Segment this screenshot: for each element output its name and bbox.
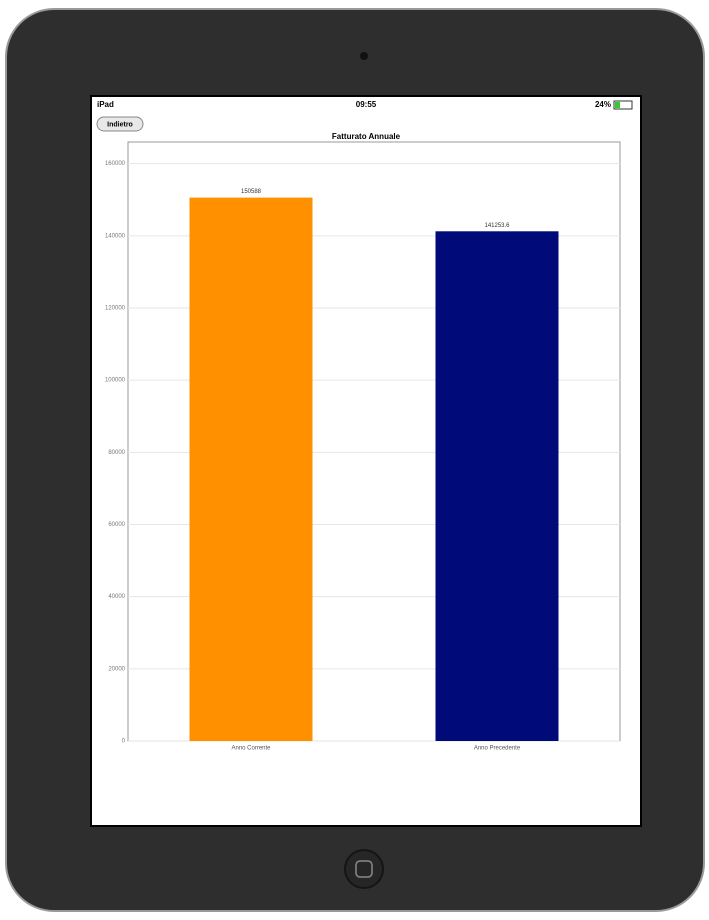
y-tick-label: 100000 — [105, 378, 126, 384]
chart-title: Fatturato Annuale — [332, 132, 401, 141]
y-tick-label: 80000 — [108, 450, 125, 456]
x-tick-label: Anno Precedente — [474, 746, 521, 752]
back-button[interactable] — [96, 116, 144, 132]
x-tick-label: Anno Corrente — [231, 746, 271, 752]
clock: 09:55 — [356, 100, 377, 109]
data-label: 150588 — [241, 189, 262, 195]
y-tick-label: 20000 — [108, 666, 125, 672]
back-button-label: Indietro — [107, 121, 133, 128]
data-label: 141253.6 — [484, 223, 510, 229]
battery-percent: 24% — [595, 100, 611, 109]
bar — [189, 197, 313, 742]
y-tick-label: 120000 — [105, 306, 126, 312]
y-tick-label: 160000 — [105, 161, 126, 167]
bar — [435, 231, 559, 741]
y-tick-label: 140000 — [105, 233, 126, 239]
home-icon — [355, 860, 373, 878]
carrier: iPad — [97, 100, 114, 109]
y-tick-label: 60000 — [108, 522, 125, 528]
y-tick-label: 40000 — [108, 594, 125, 600]
camera — [360, 52, 368, 60]
y-tick-label: 0 — [122, 739, 126, 745]
battery-icon — [613, 100, 633, 110]
battery-level — [615, 102, 620, 108]
home-button[interactable] — [344, 849, 384, 889]
